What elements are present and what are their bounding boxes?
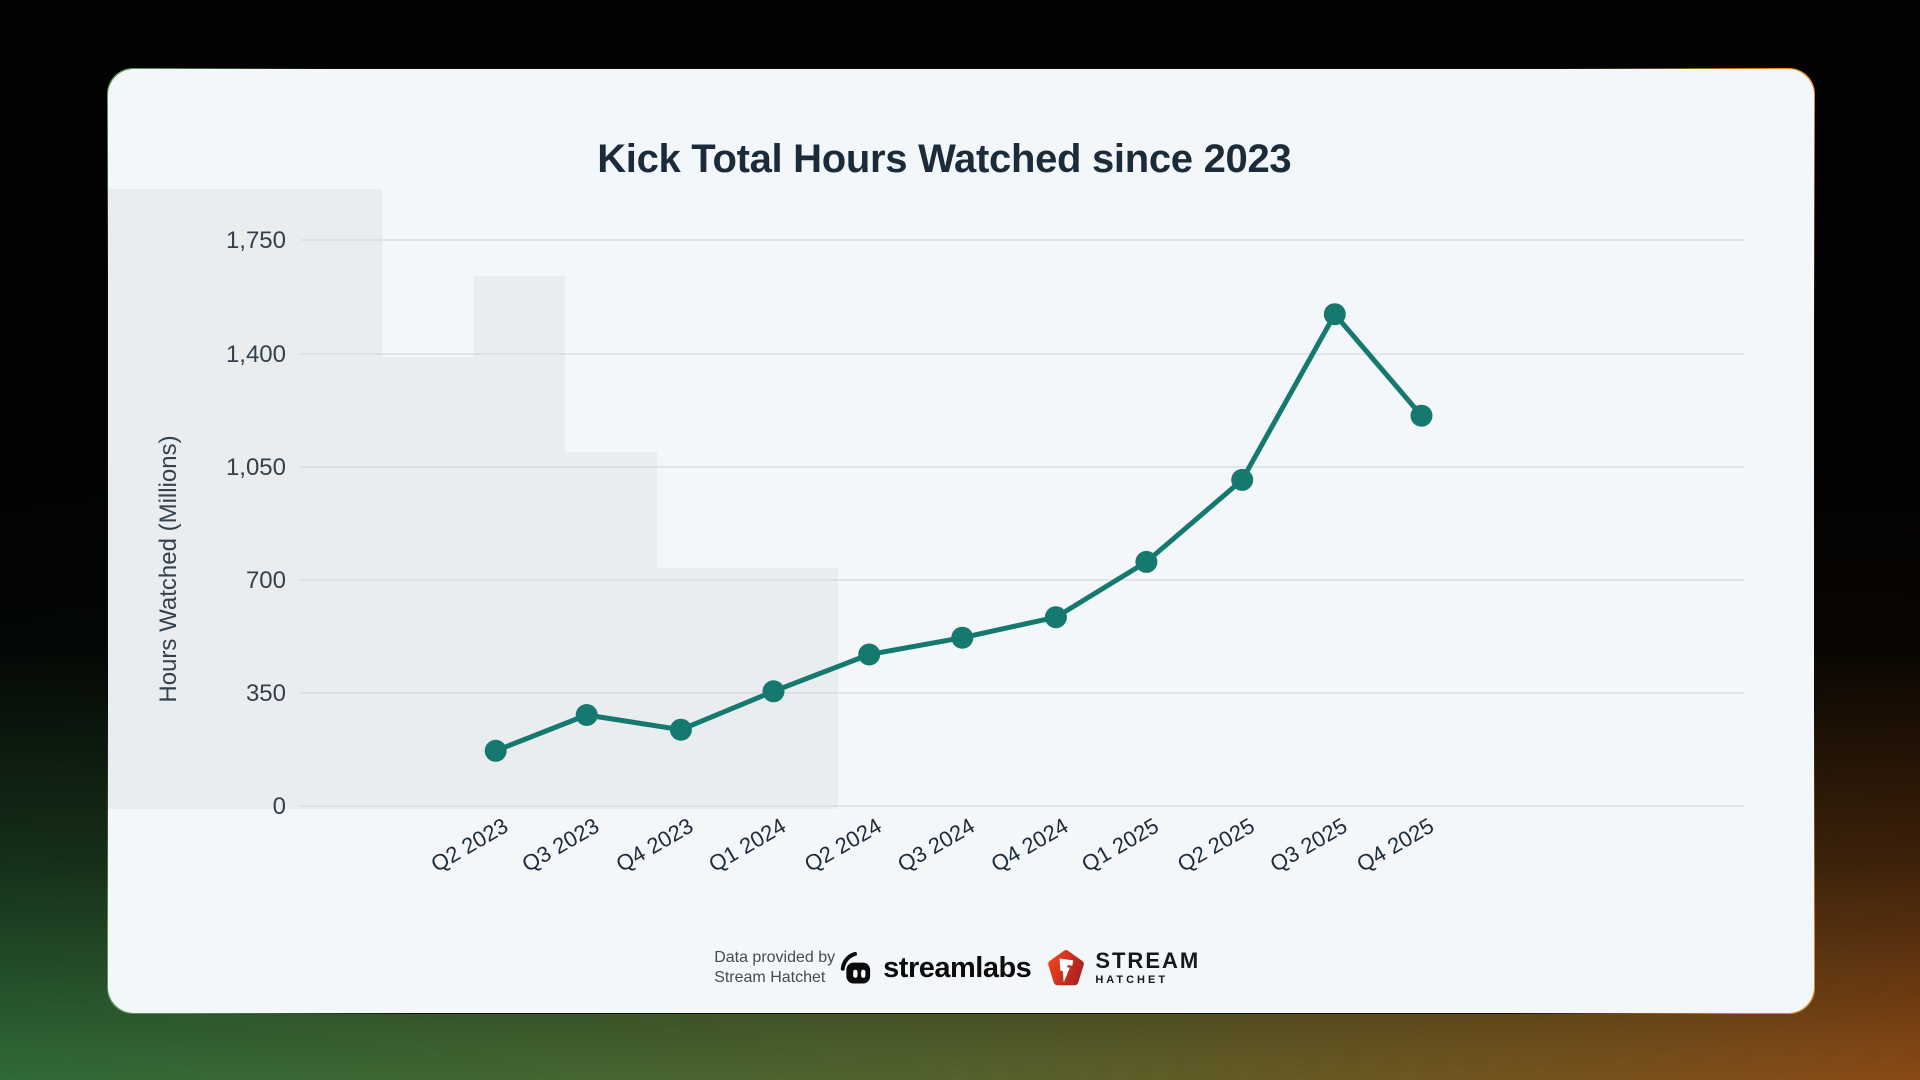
svg-text:Q1 2025: Q1 2025 — [1077, 813, 1163, 877]
svg-text:Q4 2025: Q4 2025 — [1353, 813, 1439, 877]
svg-text:Q3 2025: Q3 2025 — [1266, 813, 1352, 877]
svg-text:Q2 2024: Q2 2024 — [800, 813, 886, 877]
svg-text:1,400: 1,400 — [226, 341, 286, 368]
svg-text:Q2 2025: Q2 2025 — [1173, 813, 1259, 877]
svg-text:700: 700 — [246, 567, 286, 594]
svg-text:Q1 2024: Q1 2024 — [705, 813, 791, 877]
svg-text:1,750: 1,750 — [226, 227, 286, 254]
svg-text:Q3 2024: Q3 2024 — [893, 813, 979, 877]
svg-text:Q2 2023: Q2 2023 — [427, 813, 513, 877]
svg-text:1,050: 1,050 — [226, 454, 286, 481]
svg-text:Q4 2023: Q4 2023 — [612, 813, 698, 877]
svg-text:0: 0 — [273, 793, 286, 820]
svg-text:Q3 2023: Q3 2023 — [518, 813, 604, 877]
svg-text:Hours Watched (Millions): Hours Watched (Millions) — [155, 436, 182, 703]
svg-text:350: 350 — [246, 680, 286, 707]
svg-text:Q4 2024: Q4 2024 — [987, 813, 1073, 877]
